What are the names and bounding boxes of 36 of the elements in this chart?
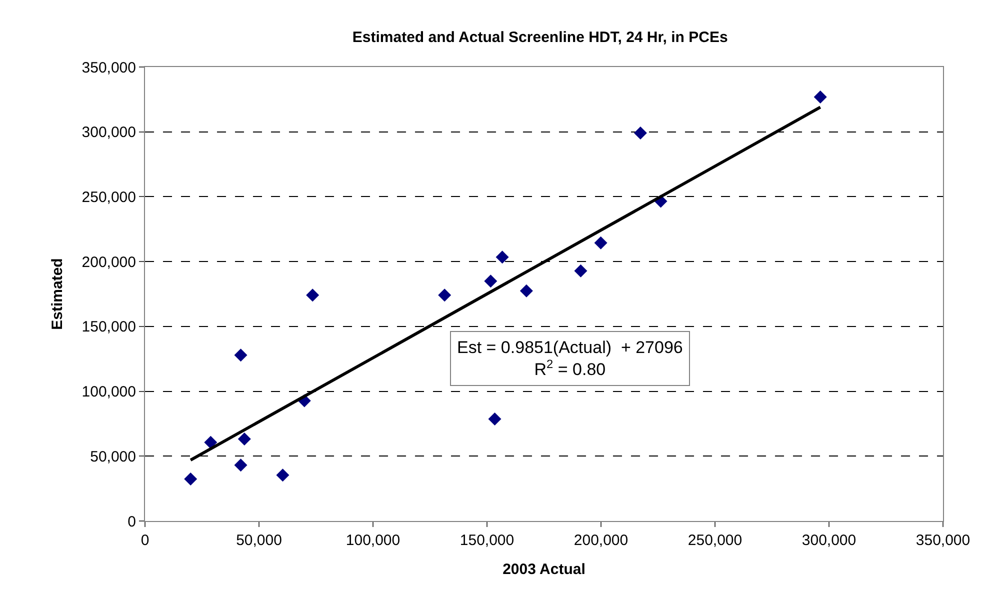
point (276, 468, 290, 482)
y-tick-label: 50,000 (90, 448, 136, 466)
point (306, 288, 320, 302)
point (234, 458, 248, 472)
x-tick-label: 150,000 (460, 532, 514, 549)
point (574, 264, 588, 278)
point (488, 412, 502, 426)
y-tick-label: 350,000 (82, 59, 136, 76)
point (234, 348, 248, 362)
annotation: Est = 0.9851(Actual) + 27096 R$^{2}$ = 0.80 (457, 338, 683, 380)
x-tick-label: 350,000 (916, 532, 970, 549)
y-tick-label: 200,000 (82, 254, 136, 271)
point (594, 236, 608, 250)
point (204, 436, 218, 449)
point (484, 274, 498, 288)
x-tick-label: 50,000 (236, 532, 282, 549)
x-axis-title: 2003 Actual (502, 561, 586, 578)
y-tick-label: 0 (128, 513, 136, 530)
y-tick-label: 150,000 (82, 318, 136, 336)
x-tick-label: 100,000 (346, 532, 400, 549)
y-axis-title: Estimated (49, 258, 66, 330)
chart-title: Estimated and Actual Screenline HDT, 24 Hr, in PCEs (352, 28, 728, 46)
point (634, 126, 647, 140)
point (184, 472, 198, 486)
x-tick-label: 0 (140, 532, 150, 549)
y-tick-label: 250,000 (82, 188, 136, 206)
point (438, 288, 452, 302)
x-tick-label: 300,000 (802, 532, 856, 549)
point (496, 250, 509, 264)
x-tick-label: 250,000 (688, 532, 742, 549)
point (238, 432, 251, 446)
point (520, 284, 533, 298)
y-tick-label: 100,000 (82, 384, 136, 401)
x-tick-label: 200,000 (574, 532, 628, 549)
point (814, 90, 827, 104)
y-tick-label: 300,000 (82, 124, 136, 142)
